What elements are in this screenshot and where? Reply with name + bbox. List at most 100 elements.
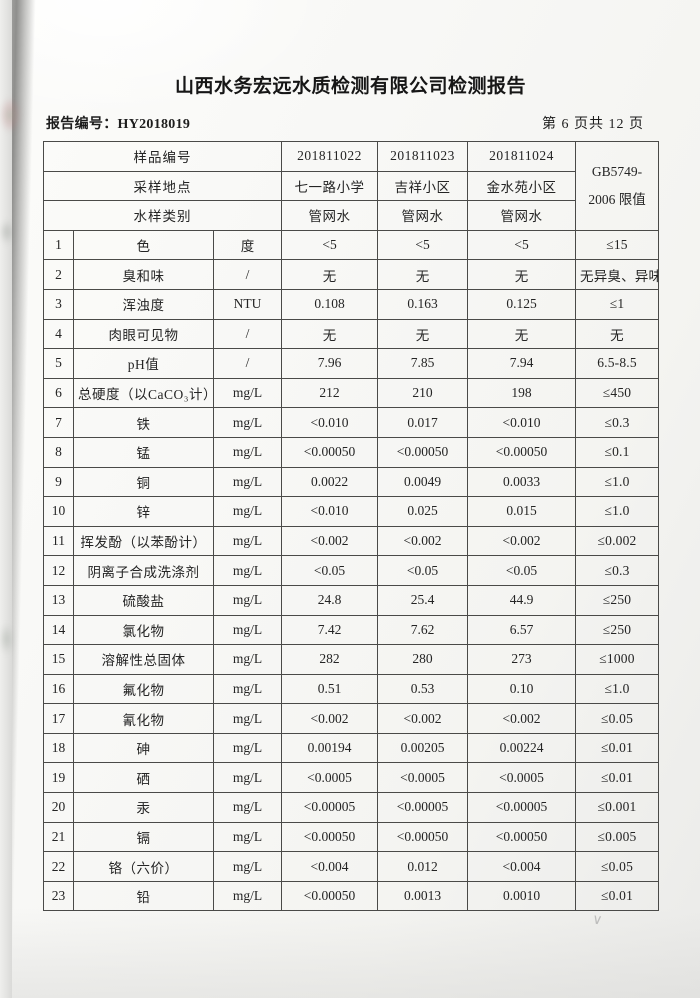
parameter-name: 硫酸盐 bbox=[73, 584, 214, 616]
sample1-value: <0.00050 bbox=[281, 821, 379, 853]
sample1-value: <5 bbox=[281, 229, 379, 261]
test-results-table: 样品编号 201811022 201811023 201811024 GB574… bbox=[42, 141, 660, 912]
table-row: 17 氰化物 mg/L <0.002 <0.002 <0.002 ≤0.05 bbox=[43, 703, 660, 734]
table-row: 1 色度 <5 <5 <5 ≤15 bbox=[43, 229, 660, 261]
unit: mg/L bbox=[212, 496, 283, 527]
bleed-through-mark bbox=[0, 624, 13, 654]
sample1-value: 24.8 bbox=[281, 584, 379, 616]
row-number: 11 bbox=[43, 525, 74, 557]
table-row: 2 臭和味 / 无无无无异臭、异味 bbox=[43, 259, 660, 290]
limit-value: 无 bbox=[575, 318, 660, 350]
scanner-background-strip bbox=[0, 0, 12, 998]
parameter-name: 氯化物 bbox=[73, 614, 214, 646]
row-number: 4 bbox=[43, 318, 74, 350]
sample3-value: 273 bbox=[467, 644, 577, 675]
parameter-name: 溶解性总固体 bbox=[73, 644, 214, 675]
sample1-value: <0.00050 bbox=[281, 880, 379, 912]
row-number: 23 bbox=[43, 880, 74, 912]
parameter-name: 挥发酚（以苯酚计） bbox=[73, 525, 214, 557]
parameter-name: 色 bbox=[73, 229, 214, 261]
scan-highlight bbox=[30, 0, 330, 120]
row-number: 1 bbox=[43, 229, 74, 261]
limit-value: ≤15 bbox=[575, 229, 660, 261]
parameter-name: 汞 bbox=[73, 792, 214, 823]
unit: / bbox=[212, 318, 283, 350]
sample1-value: <0.010 bbox=[281, 496, 379, 527]
header-row-water-type: 水样类别 管网水 管网水 管网水 bbox=[42, 200, 659, 231]
unit: mg/L bbox=[212, 703, 283, 734]
sample3-value: <0.002 bbox=[467, 525, 577, 557]
sample1-value: <0.00050 bbox=[281, 436, 379, 468]
unit: mg/L bbox=[212, 614, 283, 646]
unit: mg/L bbox=[212, 466, 283, 498]
report-number-label: 报告编号： bbox=[46, 117, 118, 132]
document-content: 山西水务宏远水质检测有限公司检测报告 报告编号：HY2018019 第 6 页共… bbox=[42, 74, 660, 912]
table-row: 11 挥发酚（以苯酚计） mg/L <0.002 <0.002 <0.002 ≤0.002 bbox=[43, 525, 660, 557]
parameter-name: 氟化物 bbox=[73, 673, 214, 705]
parameter-name: 肉眼可见物 bbox=[73, 318, 214, 350]
sample2-value: 无 bbox=[377, 318, 469, 350]
limit-header-cell: GB5749- 2006 限值 bbox=[575, 141, 660, 231]
row-number: 2 bbox=[43, 259, 74, 290]
report-number: 报告编号：HY2018019 bbox=[43, 113, 190, 133]
table-row: 22 铬（六价） mg/L <0.004 0.012 <0.004 ≤0.05 bbox=[43, 851, 660, 882]
sample2-value: 无 bbox=[377, 259, 469, 290]
water-type-2: 管网水 bbox=[377, 200, 469, 231]
table-row: 16 氟化物 mg/L 0.51 0.53 0.10 ≤1.0 bbox=[43, 673, 660, 705]
sample3-value: <5 bbox=[467, 229, 577, 261]
water-type-label: 水样类别 bbox=[42, 200, 283, 231]
sample2-value: <0.0005 bbox=[377, 762, 469, 794]
sample2-value: <0.00050 bbox=[377, 436, 469, 468]
table-row: 23 铅 mg/L <0.00050 0.0013 0.0010 ≤0.01 bbox=[43, 880, 660, 912]
unit: / bbox=[212, 348, 283, 379]
unit: mg/L bbox=[212, 851, 283, 882]
parameter-name: 硒 bbox=[73, 762, 214, 794]
unit: mg/L bbox=[212, 407, 283, 438]
parameter-name: 浑浊度 bbox=[73, 288, 214, 320]
sample1-value: 无 bbox=[281, 259, 379, 290]
sample2-value: 280 bbox=[377, 644, 469, 675]
sample3-value: 0.10 bbox=[467, 673, 577, 705]
sample1-value: 0.00194 bbox=[281, 732, 379, 764]
sample2-value: 25.4 bbox=[377, 584, 469, 616]
table-row: 15 溶解性总固体 mg/L 282 280 273 ≤1000 bbox=[43, 644, 660, 675]
limit-value: ≤1.0 bbox=[575, 466, 660, 498]
table-row: 6 总硬度（以CaCO₃计） mg/L 212 210 198 ≤450 bbox=[43, 377, 660, 409]
sample1-value: 7.42 bbox=[281, 614, 379, 646]
parameter-name: 总硬度（以CaCO₃计） bbox=[73, 377, 214, 409]
sample3-value: 0.00224 bbox=[467, 732, 577, 764]
sample2-value: <0.05 bbox=[377, 555, 469, 586]
sample1-value: <0.0005 bbox=[281, 762, 379, 794]
sample2-value: 0.0049 bbox=[377, 466, 469, 498]
location-3: 金水苑小区 bbox=[467, 170, 577, 202]
sample1-value: <0.004 bbox=[281, 851, 379, 882]
parameter-name: 镉 bbox=[73, 821, 214, 853]
row-number: 13 bbox=[43, 584, 74, 616]
row-number: 16 bbox=[43, 673, 74, 705]
bleed-through-mark bbox=[0, 220, 14, 244]
limit-value: ≤0.001 bbox=[575, 792, 660, 823]
limit-value: ≤250 bbox=[575, 584, 660, 616]
row-number: 6 bbox=[43, 377, 74, 409]
sample3-value: 无 bbox=[467, 318, 577, 350]
sample1-value: 7.96 bbox=[281, 348, 379, 379]
unit: mg/L bbox=[212, 673, 283, 705]
sample2-value: 7.85 bbox=[377, 348, 469, 379]
sample3-value: <0.00050 bbox=[467, 821, 577, 853]
sample2-value: 0.025 bbox=[377, 496, 469, 527]
limit-value: ≤0.005 bbox=[575, 821, 660, 853]
unit: mg/L bbox=[212, 644, 283, 675]
sample2-value: 0.53 bbox=[377, 673, 469, 705]
limit-value: ≤0.3 bbox=[575, 407, 660, 438]
parameter-name: 铁 bbox=[73, 407, 214, 438]
sample3-value: <0.05 bbox=[467, 555, 577, 586]
table-row: 3 浑浊度 NTU 0.108 0.163 0.125 ≤1 bbox=[43, 288, 660, 320]
sample1-value: <0.002 bbox=[281, 525, 379, 557]
header-row-location: 采样地点 七一路小学 吉祥小区 金水苑小区 bbox=[42, 170, 659, 202]
sample2-value: 0.163 bbox=[377, 288, 469, 320]
sample-no-3: 201811024 bbox=[467, 141, 577, 172]
sample2-value: 210 bbox=[377, 377, 469, 409]
row-number: 5 bbox=[43, 348, 74, 379]
sample-no-2: 201811023 bbox=[377, 141, 469, 172]
limit-value: ≤250 bbox=[575, 614, 660, 646]
